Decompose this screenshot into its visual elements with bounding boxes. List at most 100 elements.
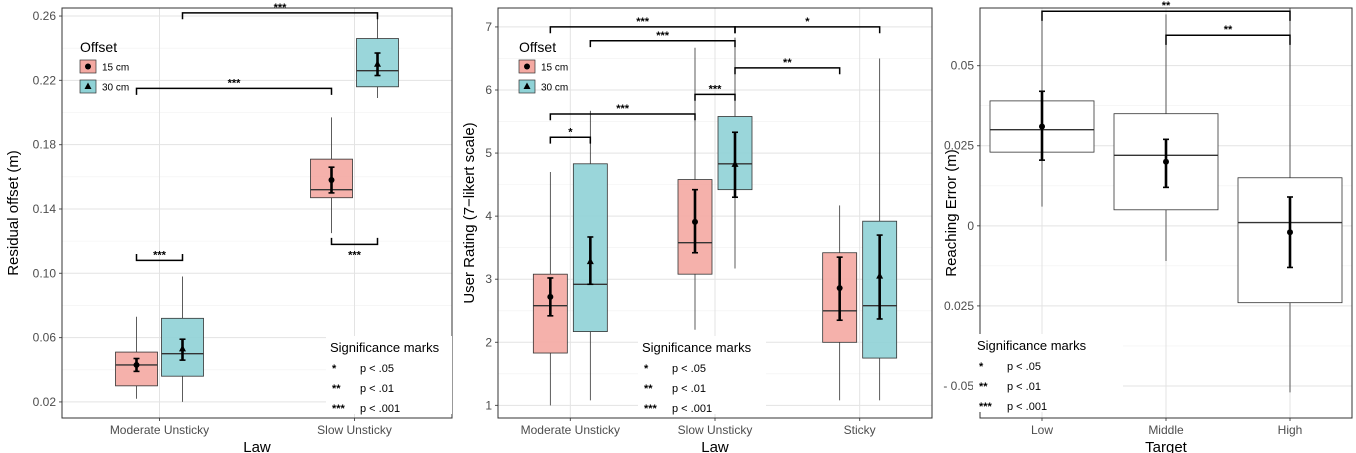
bracket-label: ***: [709, 83, 723, 95]
bracket-line: [135, 254, 184, 262]
legend-marker-circle: [85, 63, 91, 70]
legend-title: Offset: [80, 39, 117, 55]
y-tick-label: 4: [485, 209, 492, 223]
bracket-label: ***: [348, 249, 362, 261]
box-moderate-unsticky-30-cm: [572, 110, 608, 401]
significance-key-text: p < .001: [360, 403, 400, 415]
bracket-line: [135, 87, 333, 95]
significance-key-background: [638, 336, 766, 414]
mean-point: [133, 361, 140, 368]
significance-bracket: *: [734, 16, 881, 34]
significance-bracket: **: [1165, 24, 1291, 45]
significance-key-mark: **: [332, 383, 341, 395]
box-moderate-unsticky-30-cm: [161, 276, 204, 402]
legend-label-15-cm: 15 cm: [102, 63, 129, 74]
bracket-line: [734, 67, 841, 75]
box-moderate-unsticky-15-cm: [115, 316, 158, 399]
box-low: [989, 11, 1095, 207]
significance-key-text: p < .01: [360, 383, 394, 395]
chart-panel-reaching-error: - 0.05- 0.025 0 0.025 0.05 Low Middle High ** **…: [940, 0, 1356, 453]
significance-key: Significance marks * p < .05 ** p < .01 *** p …: [973, 334, 1123, 413]
legend-marker-triangle: [84, 82, 92, 89]
legend-marker-circle: [524, 63, 530, 70]
significance-bracket: ***: [135, 77, 333, 95]
bracket-label: ***: [153, 249, 167, 261]
y-axis-title: Reaching Error (m): [943, 149, 960, 277]
bracket-label: *: [805, 16, 810, 28]
y-tick-label: 1: [485, 398, 492, 412]
box-sticky-15-cm: [822, 205, 858, 401]
plot-border: [61, 7, 453, 419]
significance-key: Significance marks * p < .05 ** p < .01 *** p …: [638, 336, 766, 415]
y-axis-title: User Rating (7−likert scale): [462, 122, 478, 303]
y-tick-label: 0.10: [33, 266, 57, 280]
x-tick-label-high: High: [1278, 423, 1303, 437]
y-tick-label: 7: [485, 20, 492, 34]
significance-key-mark: ***: [979, 401, 993, 413]
y-tick-label: 0.18: [33, 138, 57, 152]
significance-key-text: p < .01: [672, 383, 706, 395]
y-tick-label: 0.14: [33, 202, 57, 216]
significance-key-mark: **: [644, 383, 653, 395]
chart-panel-user-rating: 1 2 3 4 5 6 7 Moderate Unsticky Slow Unsticky Sti…: [462, 0, 938, 453]
y-tick-label: 0.26: [33, 9, 57, 23]
x-axis-title: Target: [1145, 439, 1188, 453]
mean-point: [374, 60, 381, 67]
legend-title: Offset: [519, 39, 556, 55]
bracket-line: [330, 237, 379, 246]
significance-key-background: [326, 336, 452, 414]
box-slow-unsticky-30-cm: [356, 16, 399, 99]
significance-key-mark: ***: [644, 403, 658, 415]
box-middle: [1113, 14, 1219, 262]
bracket-line: [1165, 34, 1291, 45]
significance-key-background: [973, 334, 1123, 412]
x-tick-label-sticky: Sticky: [844, 423, 876, 437]
significance-key-title: Significance marks: [977, 338, 1087, 353]
significance-key-mark: *: [979, 361, 984, 373]
bracket-label: *: [568, 126, 573, 138]
y-tick-label: 0.02: [33, 395, 57, 409]
box-moderate-unsticky-15-cm: [532, 172, 568, 406]
bracket-line: [734, 26, 881, 34]
bracket-label: **: [783, 57, 792, 69]
x-tick-label-moderate-unsticky: Moderate Unsticky: [110, 423, 209, 437]
mean-point: [1287, 229, 1293, 236]
y-tick-label: - 0.05: [943, 379, 974, 393]
mean-point: [836, 285, 843, 292]
y-tick-label: 2: [485, 335, 492, 349]
bracket-line: [181, 12, 379, 20]
significance-bracket: ***: [330, 237, 379, 261]
bracket-line: [549, 113, 696, 121]
y-axis-title: Residual offset (m): [5, 150, 22, 276]
mean-point: [876, 272, 884, 279]
bracket-label: ***: [228, 77, 242, 89]
significance-bracket: ***: [549, 103, 696, 121]
significance-key-text: p < .05: [672, 363, 706, 375]
significance-bracket: ***: [694, 83, 736, 101]
mean-point: [179, 344, 186, 352]
significance-key-text: p < .001: [672, 403, 712, 415]
box-sticky-30-cm: [862, 58, 898, 401]
significance-key-text: p < .001: [1007, 401, 1047, 413]
box-iqr: [356, 38, 399, 88]
mean-point: [328, 177, 335, 184]
x-tick-label-middle: Middle: [1148, 423, 1184, 437]
y-tick-label: 6: [485, 83, 492, 97]
significance-bracket: ***: [135, 249, 184, 262]
significance-bracket: *: [549, 126, 592, 144]
y-tick-label: 0.22: [33, 73, 57, 87]
significance-key: Significance marks * p < .05 ** p < .01 *** p …: [326, 336, 452, 415]
significance-key-mark: **: [979, 381, 988, 393]
mean-point: [586, 257, 594, 265]
legend: Offset 15 cm 30 cm: [518, 39, 568, 94]
mean-point: [1039, 123, 1045, 130]
legend-label-15-cm: 15 cm: [541, 63, 568, 74]
x-tick-label-slow-unsticky: Slow Unsticky: [317, 423, 392, 437]
legend: Offset 15 cm 30 cm: [79, 39, 129, 94]
bracket-label: **: [1224, 24, 1233, 36]
y-tick-label: - 0.025: [940, 299, 974, 313]
significance-key-mark: *: [644, 363, 649, 375]
legend-marker-triangle: [523, 82, 531, 89]
